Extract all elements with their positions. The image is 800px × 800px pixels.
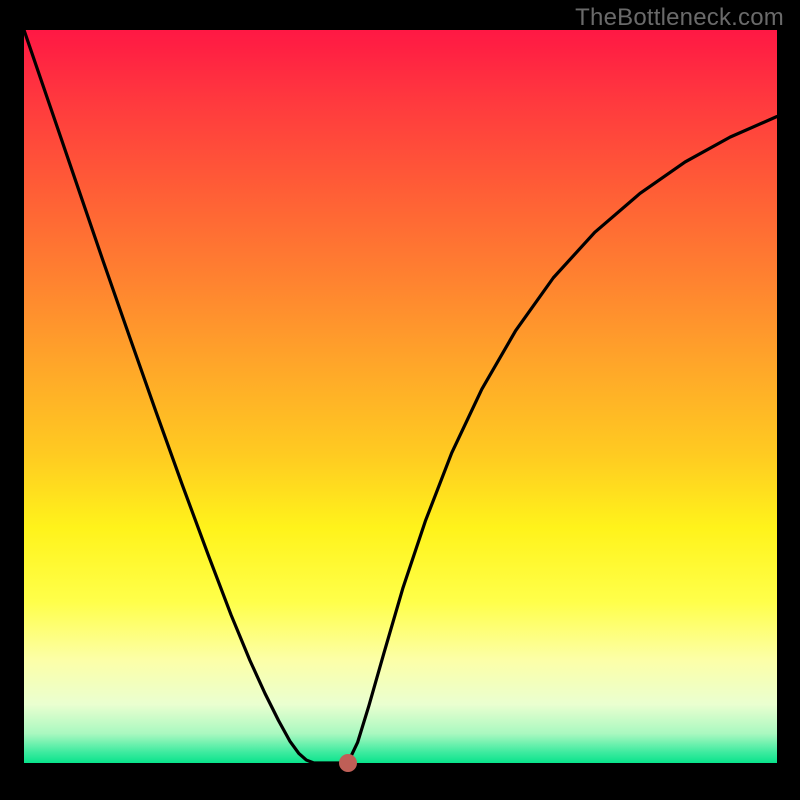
plot-area: [24, 30, 777, 763]
optimum-marker: [339, 754, 357, 772]
curve-layer: [24, 30, 777, 763]
chart-frame: TheBottleneck.com: [0, 0, 800, 800]
watermark-text: TheBottleneck.com: [575, 4, 784, 32]
bottleneck-curve: [24, 30, 777, 763]
